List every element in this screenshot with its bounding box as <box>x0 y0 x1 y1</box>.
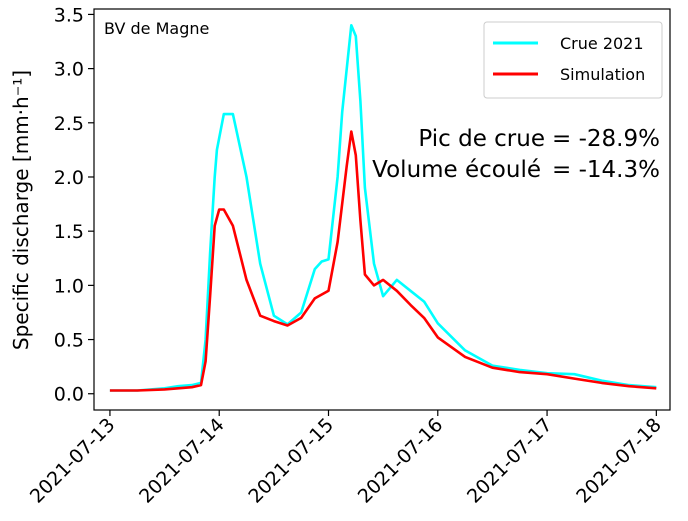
y-tick-label: 0.5 <box>54 330 84 352</box>
plot-frame <box>93 8 671 411</box>
y-tick-label: 0.0 <box>54 384 84 406</box>
y-tick-label: 2.0 <box>54 167 84 189</box>
legend-box <box>483 21 663 99</box>
legend-label-crue-2021: Crue 2021 <box>560 34 644 53</box>
inset-label: BV de Magne <box>104 19 209 38</box>
y-tick-label: 3.0 <box>54 59 84 81</box>
legend: Crue 2021 Simulation <box>483 21 663 99</box>
series-layer <box>109 24 657 392</box>
annotation-peak-value: = -28.9% <box>552 126 660 152</box>
legend-label-simulation: Simulation <box>560 65 645 84</box>
annotation-volume-value: = -14.3% <box>552 157 660 183</box>
annotation-peak-label: Pic de crue <box>418 126 545 152</box>
y-tick-label: 1.0 <box>54 275 84 297</box>
y-axis-label: Specific discharge [mm·h⁻¹] <box>9 70 33 350</box>
y-tick-label: 2.5 <box>54 113 84 135</box>
annotation-volume-label: Volume écoulé <box>372 157 541 183</box>
y-tick-label: 1.5 <box>54 221 84 243</box>
annotations: Pic de crue = -28.9% Volume écoulé = -14… <box>372 126 660 183</box>
series-line-simulation <box>109 130 657 392</box>
series-line-crue-2021 <box>109 24 657 392</box>
y-tick-label: 3.5 <box>54 4 84 26</box>
